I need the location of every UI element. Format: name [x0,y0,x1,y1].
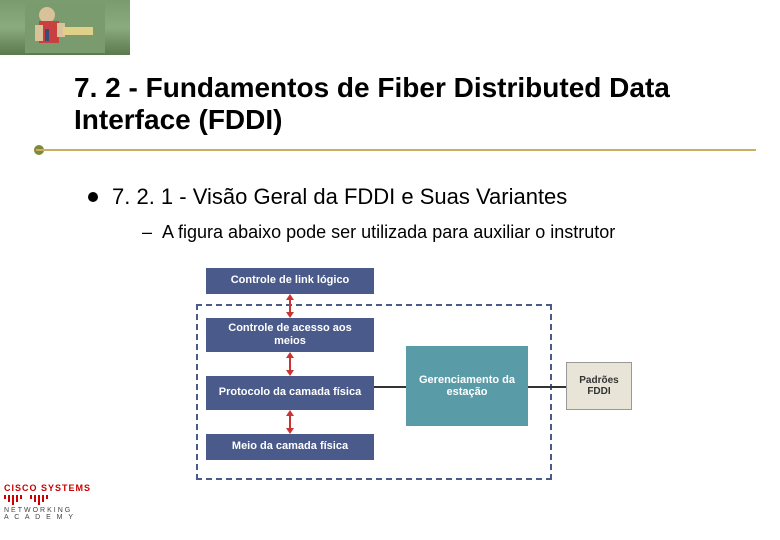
layer-box-logical-link: Controle de link lógico [206,268,374,294]
logo-sub2: A C A D E M Y [4,514,94,522]
page-title: 7. 2 - Fundamentos de Fiber Distributed … [74,72,764,136]
connector-line [374,386,406,388]
layer-box-mac: Controle de acesso aos meios [206,318,374,352]
subbullet-text: A figura abaixo pode ser utilizada para … [162,222,615,243]
layer-box-phy-medium: Meio da camada física [206,434,374,460]
connector-line [528,386,566,388]
fddi-diagram: Controle de link lógico Controle de aces… [196,268,636,488]
arrow-icon [286,294,294,318]
standards-box: Padrões FDDI [566,362,632,410]
bullet-icon [88,192,98,202]
cisco-logo: CISCO SYSTEMS NETWORKING A C A D E M Y [4,483,94,522]
header-decorative-image [0,0,130,55]
logo-brand: CISCO SYSTEMS [4,483,94,493]
layer-box-phy-protocol: Protocolo da camada física [206,376,374,410]
dash-icon: – [142,222,152,243]
subbullet-item: – A figura abaixo pode ser utilizada par… [142,222,615,243]
arrow-icon [286,410,294,434]
logo-sub1: NETWORKING [4,507,94,515]
cisco-bars-icon [4,495,94,505]
bullet-item: 7. 2. 1 - Visão Geral da FDDI e Suas Var… [88,184,567,210]
management-box: Gerenciamento da estação [406,346,528,426]
bullet-text: 7. 2. 1 - Visão Geral da FDDI e Suas Var… [112,184,567,210]
arrow-icon [286,352,294,376]
title-underline [36,149,756,151]
